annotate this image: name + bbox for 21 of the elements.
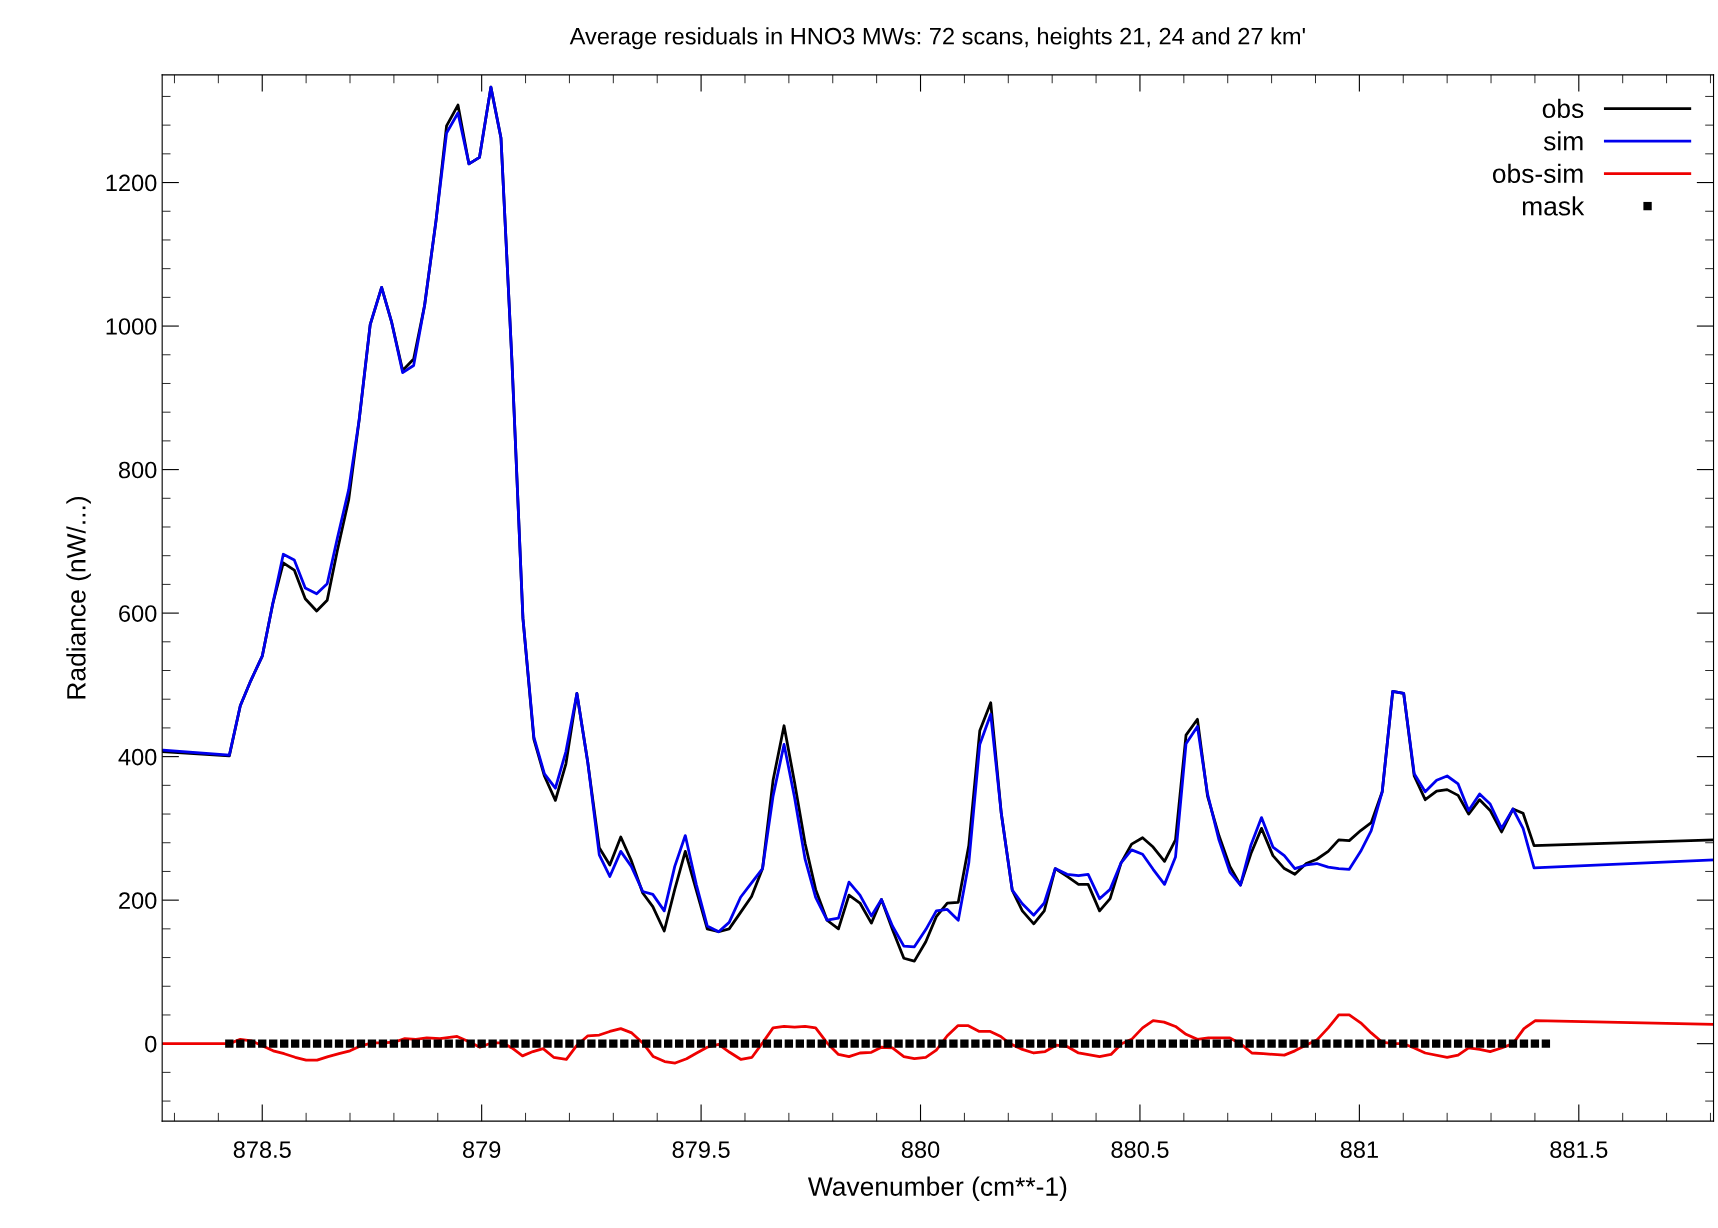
- y-tick-label: 1000: [106, 318, 157, 335]
- x-axis-title: Wavenumber (cm**-1): [807, 1176, 1067, 1202]
- y-tick-label: 0: [145, 1035, 157, 1053]
- legend-label: sim: [1543, 131, 1583, 151]
- legend-label: obs: [1542, 98, 1584, 119]
- y-tick-label: 800: [118, 461, 157, 479]
- x-tick-label: 880: [901, 1141, 940, 1158]
- x-tick-label: 879: [463, 1141, 501, 1158]
- y-tick-label: 200: [119, 892, 157, 909]
- x-tick-label: 880.5: [1111, 1141, 1169, 1158]
- y-axis-title: Radiance (nW/...): [66, 497, 91, 699]
- chart-title: Average residuals in HNO3 MWs: 72 scans, heights 21, 24 and 27 km': [569, 27, 1305, 50]
- y-tick-label: 1200: [106, 174, 157, 192]
- x-tick-label: 878.5: [233, 1141, 291, 1158]
- x-tick-label: 879.5: [672, 1141, 730, 1158]
- y-tick-label: 400: [118, 748, 157, 766]
- legend-label: mask: [1522, 196, 1585, 216]
- x-tick-label: 881: [1340, 1141, 1378, 1158]
- legend-label: obs-sim: [1492, 163, 1583, 184]
- y-tick-label: 600: [119, 605, 157, 622]
- x-tick-label: 881.5: [1550, 1141, 1608, 1158]
